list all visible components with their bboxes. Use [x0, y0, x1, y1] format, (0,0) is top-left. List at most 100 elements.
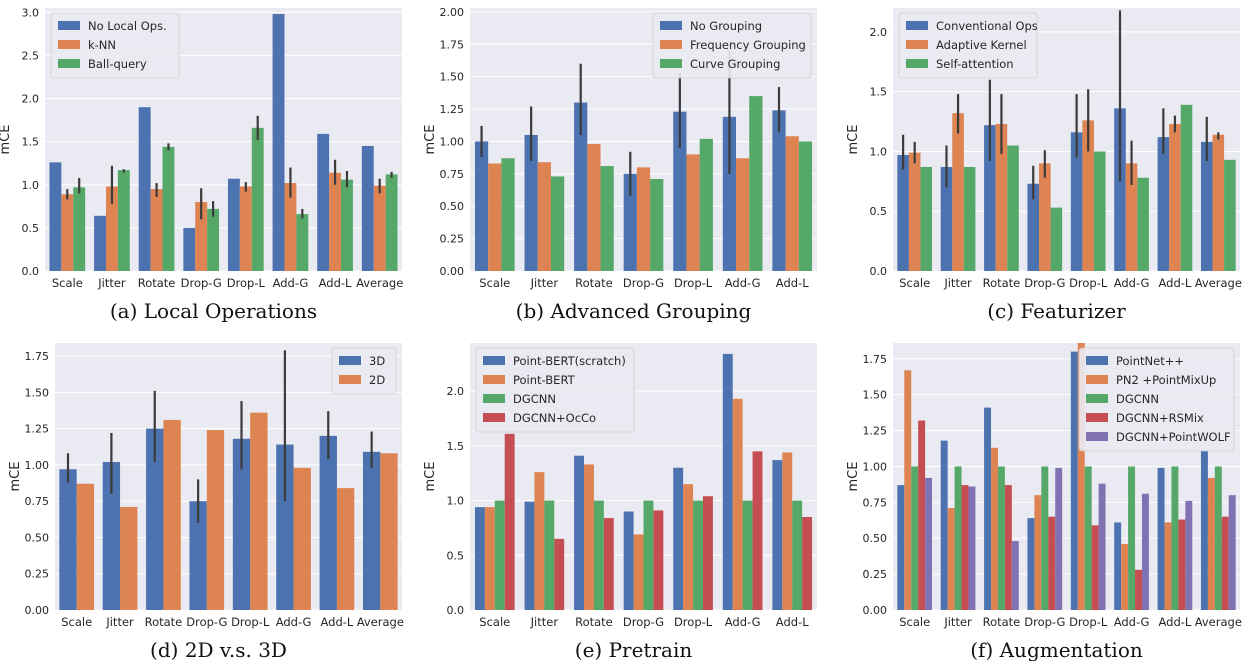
- bar-3d-drop-g: [189, 501, 207, 610]
- bar-curve-grouping-drop-l: [699, 138, 713, 271]
- y-tick-label: 1.50: [25, 386, 50, 399]
- bar-frequency-grouping-add-g: [736, 158, 750, 271]
- bar-conventional-ops-add-g: [1114, 108, 1126, 271]
- legend-swatch: [58, 40, 80, 49]
- bar-2d-drop-l: [250, 412, 268, 610]
- x-tick-label: Scale: [479, 276, 510, 290]
- legend-label: Adaptive Kernel: [936, 38, 1027, 52]
- bar-conventional-ops-add-l: [1157, 137, 1170, 271]
- bar-adaptive-kernel-jitter: [952, 113, 964, 271]
- legend-label: DGCNN+RSMix: [1116, 411, 1204, 425]
- legend-swatch: [1086, 356, 1108, 365]
- legend-swatch: [1086, 375, 1108, 384]
- legend-label: Conventional Ops: [936, 19, 1038, 33]
- bar-self-attention-scale: [920, 166, 933, 271]
- legend-swatch: [483, 356, 505, 365]
- x-tick-label: Scale: [61, 615, 92, 629]
- bar-pn2-pointmixup-scale: [904, 370, 912, 610]
- legend-label: PointNet++: [1116, 354, 1184, 368]
- y-tick-label: 2.0: [447, 385, 465, 398]
- bar-pn2-pointmixup-add-l: [1164, 522, 1172, 610]
- bar-self-attention-rotate: [1007, 145, 1019, 271]
- bar-dgcnn-add-g: [1128, 466, 1136, 610]
- chart-caption: (d) 2D v.s. 3D: [150, 638, 287, 661]
- bar-dgcnn-drop-l: [1084, 466, 1092, 610]
- y-tick-label: 0.00: [863, 604, 888, 617]
- bar-curve-grouping-rotate: [600, 166, 614, 271]
- y-tick-label: 0.0: [447, 604, 465, 617]
- x-tick-label: Add-G: [725, 276, 761, 290]
- bar-dgcnn-occo-rotate: [603, 518, 614, 610]
- x-tick-label: Rotate: [575, 615, 613, 629]
- legend-swatch: [58, 21, 80, 30]
- bar-dgcnn-drop-g: [1041, 466, 1049, 610]
- x-tick-label: Add-L: [1159, 276, 1192, 290]
- y-tick-label: 0.00: [440, 265, 465, 278]
- y-tick-label: 1.00: [440, 135, 465, 148]
- bar-frequency-grouping-drop-g: [636, 167, 651, 271]
- bar-pointnet-rotate: [984, 407, 992, 610]
- x-tick-label: Add-L: [321, 615, 354, 629]
- y-tick-label: 2.5: [22, 49, 40, 62]
- bar-self-attention-jitter: [963, 166, 976, 271]
- bar-no-grouping-drop-l: [673, 111, 687, 271]
- legend-swatch: [483, 394, 505, 403]
- legend-label: No Local Ops.: [88, 19, 167, 33]
- bar-self-attention-drop-g: [1050, 207, 1063, 271]
- bar-curve-grouping-drop-g: [650, 179, 664, 271]
- x-tick-label: Jitter: [943, 615, 972, 629]
- x-tick-label: Add-G: [1114, 615, 1150, 629]
- bar-ball-query-add-l: [341, 179, 353, 271]
- x-tick-label: Add-L: [776, 276, 809, 290]
- bar-frequency-grouping-rotate: [587, 144, 601, 271]
- legend: Conventional Ops Adaptive Kernel Self-atte…: [898, 12, 1038, 79]
- bar-pointnet-drop-g: [1027, 518, 1035, 610]
- legend-swatch: [660, 40, 682, 49]
- y-tick-label: 1.0: [447, 495, 465, 508]
- bar-no-local-ops-jitter: [94, 215, 106, 271]
- bar-dgcnn-rotate: [997, 466, 1005, 610]
- y-axis-label: mCE: [0, 125, 13, 155]
- bar-dgcnn-scale: [911, 466, 919, 610]
- bar-dgcnn-rsmix-scale: [918, 420, 926, 610]
- x-tick-label: Drop-G: [1024, 276, 1065, 290]
- legend: No Grouping Frequency Grouping Curve Group…: [652, 12, 812, 79]
- x-tick-label: Drop-G: [181, 276, 222, 290]
- bar-dgcnn-occo-add-l: [802, 516, 813, 610]
- bar-conventional-ops-jitter: [940, 166, 953, 271]
- x-tick-label: Jitter: [105, 615, 134, 629]
- y-tick-label: 0.50: [863, 532, 888, 545]
- legend: PointNet++ PN2 +PointMixUp DGCNN DGCNN+RSMi…: [1078, 347, 1235, 452]
- bar-frequency-grouping-scale: [488, 163, 502, 271]
- x-tick-label: Drop-G: [623, 615, 664, 629]
- legend-label: Point-BERT: [513, 373, 576, 387]
- bar-curve-grouping-scale: [501, 158, 515, 271]
- legend-swatch: [339, 356, 361, 365]
- bar-dgcnn-rsmix-add-l: [1178, 519, 1186, 610]
- legend-swatch: [906, 40, 928, 49]
- y-tick-label: 0.50: [440, 200, 465, 213]
- bar-curve-grouping-add-l: [798, 141, 813, 271]
- bar-no-local-ops-drop-g: [183, 227, 196, 271]
- y-tick-label: 3.0: [22, 6, 40, 19]
- x-tick-label: Rotate: [138, 276, 176, 290]
- bar-self-attention-add-l: [1180, 104, 1193, 271]
- bar-dgcnn-rsmix-jitter: [961, 485, 969, 610]
- bar-point-bert-drop-l: [683, 484, 694, 610]
- bar-frequency-grouping-jitter: [537, 162, 551, 271]
- legend-swatch: [660, 21, 682, 30]
- bar-dgcnn-rsmix-average: [1221, 516, 1229, 610]
- bar-2d-scale: [76, 483, 95, 610]
- bar-k-nn-scale: [61, 194, 74, 271]
- bar-ball-query-drop-g: [207, 208, 220, 271]
- bar-point-bert-jitter: [534, 472, 545, 610]
- x-tick-label: Average: [357, 615, 404, 629]
- bar-ball-query-drop-l: [251, 127, 264, 272]
- x-tick-label: Scale: [899, 276, 930, 290]
- y-axis-label: mCE: [423, 462, 438, 492]
- x-tick-label: Drop-L: [674, 276, 713, 290]
- bar-point-bert-scratch-add-l: [772, 460, 783, 610]
- bar-point-bert-add-g: [732, 398, 743, 610]
